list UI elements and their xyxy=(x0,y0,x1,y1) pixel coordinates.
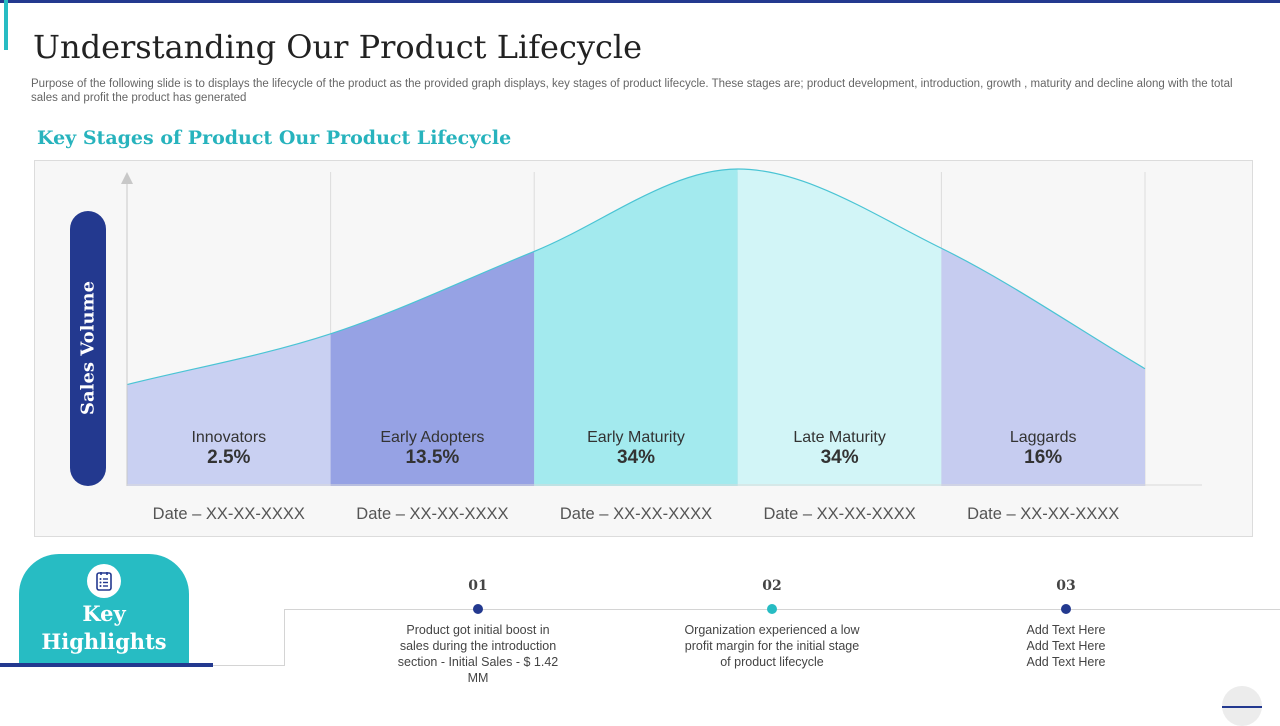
next-slide-underline xyxy=(1222,706,1262,708)
highlight-text: Organization experienced a low profit ma… xyxy=(684,623,860,669)
highlights-connector xyxy=(213,665,285,666)
page-subtitle: Purpose of the following slide is to dis… xyxy=(31,78,1233,104)
segment-name-label: Laggards xyxy=(1010,429,1077,446)
section-title: Key Stages of Product Our Product Lifecy… xyxy=(37,127,512,149)
segment-date-label: Date – XX-XX-XXXX xyxy=(560,505,712,523)
top-accent-bar xyxy=(0,0,1280,3)
highlights-connector-vertical xyxy=(284,609,285,666)
segment-percent-label: 2.5% xyxy=(207,447,250,468)
highlight-text: Add Text Here Add Text Here Add Text Her… xyxy=(1026,623,1106,669)
highlight-number: 03 xyxy=(1056,578,1076,594)
y-axis-arrow xyxy=(121,172,133,184)
highlights-timeline xyxy=(284,609,1280,610)
highlight-dot xyxy=(1061,604,1071,614)
highlight-text: Product got initial boost in sales durin… xyxy=(397,623,559,685)
segment-date-label: Date – XX-XX-XXXX xyxy=(356,505,508,523)
highlight-dot xyxy=(767,604,777,614)
segment-date-label: Date – XX-XX-XXXX xyxy=(967,505,1119,523)
segment-name-label: Early Adopters xyxy=(380,429,484,446)
segment-area-early-maturity xyxy=(534,169,738,486)
key-highlights-title: Key Highlights xyxy=(19,600,189,656)
segment-date-label: Date – XX-XX-XXXX xyxy=(153,505,305,523)
segment-area-laggards xyxy=(941,248,1145,486)
highlight-number: 01 xyxy=(468,578,488,594)
segment-name-label: Early Maturity xyxy=(587,429,685,446)
segment-area-early-adopters xyxy=(330,251,535,486)
page-title: Understanding Our Product Lifecycle xyxy=(33,28,643,66)
y-axis-label: Sales Volume xyxy=(77,280,99,416)
highlight-dot xyxy=(473,604,483,614)
segment-percent-label: 34% xyxy=(821,447,859,468)
segment-percent-label: 34% xyxy=(617,447,655,468)
y-axis-pill xyxy=(70,211,106,486)
segment-area-late-maturity xyxy=(737,169,942,486)
lifecycle-curve-line xyxy=(126,168,1146,386)
segment-name-label: Innovators xyxy=(191,429,266,446)
checklist-icon xyxy=(87,564,121,598)
highlight-number: 02 xyxy=(762,578,782,594)
segment-area-innovators xyxy=(127,333,331,486)
segment-name-label: Late Maturity xyxy=(793,429,885,446)
key-highlights-title-text: Key Highlights xyxy=(41,601,167,654)
left-accent-bar xyxy=(4,0,8,50)
segment-date-label: Date – XX-XX-XXXX xyxy=(763,505,915,523)
key-highlights-underline xyxy=(0,663,213,667)
segment-percent-label: 13.5% xyxy=(405,447,459,468)
segment-percent-label: 16% xyxy=(1024,447,1062,468)
